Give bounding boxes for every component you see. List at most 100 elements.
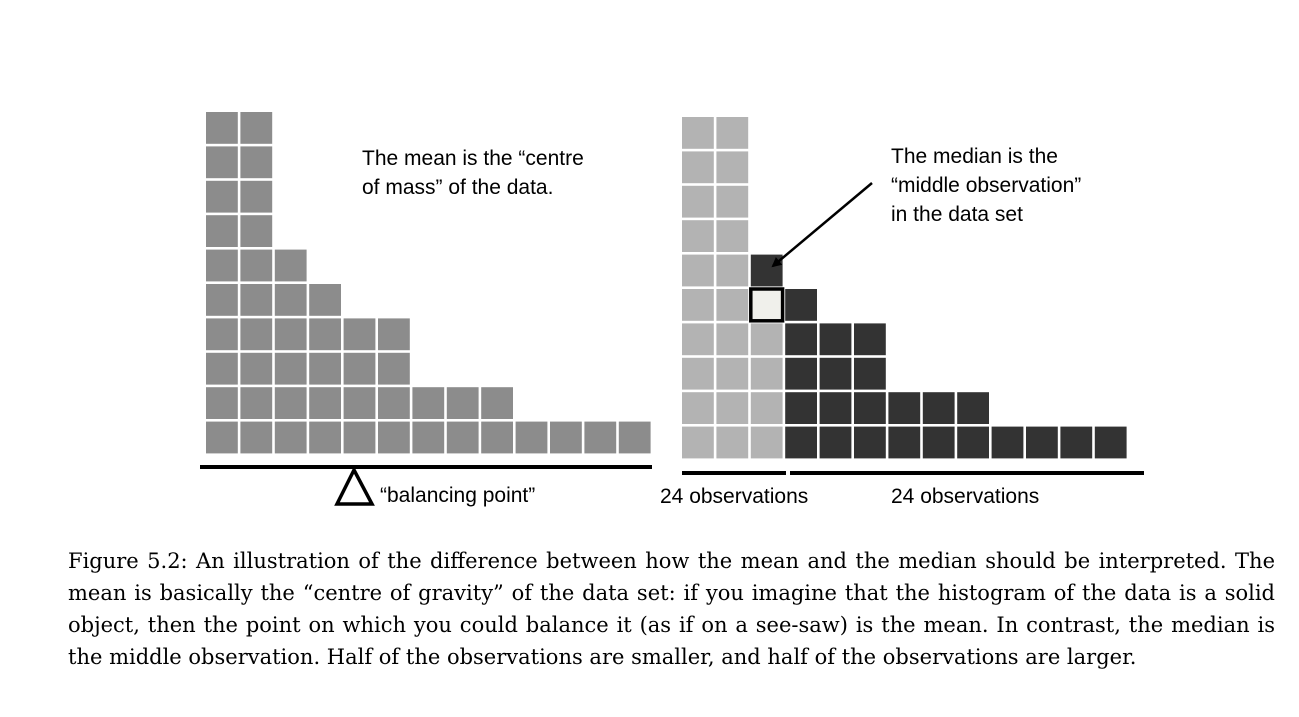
upper-half-block <box>819 323 852 356</box>
histogram-block <box>240 112 273 144</box>
histogram-block <box>343 352 376 385</box>
histogram-block <box>240 318 273 351</box>
histogram-block <box>274 387 307 419</box>
histogram-block <box>240 215 273 247</box>
mean-annotation: The mean is the “centre of mass” of the … <box>362 147 590 199</box>
upper-half-block <box>819 426 852 459</box>
histogram-block <box>206 352 238 385</box>
histogram-block <box>584 421 617 454</box>
histogram-block <box>274 352 307 385</box>
lower-half-block <box>716 151 749 184</box>
histogram-block <box>378 352 410 385</box>
lower-half-block <box>682 254 714 287</box>
lower-half-block <box>716 220 749 252</box>
histogram-block <box>378 387 410 419</box>
lower-half-block <box>716 357 749 390</box>
lower-half-block <box>682 289 714 321</box>
mean-panel: “balancing point” The mean is the “centr… <box>200 112 652 507</box>
lower-half-block <box>750 323 783 356</box>
lower-half-block <box>750 426 783 459</box>
lower-half-block <box>750 392 783 424</box>
median-block <box>749 287 785 323</box>
histogram-block <box>206 215 238 247</box>
upper-half-block <box>854 357 886 390</box>
histogram-block <box>206 249 238 282</box>
upper-half-block <box>785 357 817 390</box>
upper-half-block <box>888 426 921 459</box>
histogram-block <box>343 421 376 454</box>
histogram-block <box>206 318 238 351</box>
histogram-block <box>412 421 445 454</box>
figure-caption: Figure 5.2: An illustration of the diffe… <box>68 549 1275 669</box>
histogram-block <box>378 318 410 351</box>
mean-annotation-line: of mass” of the data. <box>362 176 553 199</box>
histogram-block <box>274 421 307 454</box>
histogram-block <box>378 421 410 454</box>
histogram-block <box>618 421 651 454</box>
median-annotation: The median is the “middle observation” i… <box>891 145 1087 226</box>
upper-half-block <box>991 426 1024 459</box>
upper-half-block <box>922 392 955 424</box>
lower-half-block <box>716 392 749 424</box>
histogram-block <box>343 318 376 351</box>
median-panel: 24 observations 24 observations The medi… <box>660 117 1144 508</box>
histogram-block <box>240 249 273 282</box>
histogram-block <box>274 318 307 351</box>
upper-half-block <box>922 426 955 459</box>
upper-half-block <box>785 426 817 459</box>
lower-half-block <box>682 185 714 218</box>
upper-half-block <box>957 426 989 459</box>
fulcrum-label: “balancing point” <box>380 484 535 507</box>
lower-half-block <box>716 323 749 356</box>
histogram-block <box>274 284 307 316</box>
upper-half-block <box>888 392 921 424</box>
mean-annotation-line: The mean is the “centre <box>362 147 584 170</box>
histogram-block <box>309 421 341 454</box>
histogram-block <box>206 180 238 213</box>
median-annotation-line: “middle observation” <box>891 174 1081 197</box>
mean-median-figure: “balancing point” The mean is the “centr… <box>200 112 1144 508</box>
histogram-block <box>343 387 376 419</box>
upper-half-block <box>785 323 817 356</box>
histogram-block <box>550 421 582 454</box>
lower-half-block <box>716 289 749 321</box>
lower-half-block <box>682 323 714 356</box>
lower-half-block <box>750 357 783 390</box>
lower-half-block <box>682 220 714 252</box>
mean-histogram <box>206 112 651 454</box>
lower-half-block <box>682 392 714 424</box>
fulcrum-triangle <box>334 466 375 506</box>
upper-half-block <box>957 392 989 424</box>
lower-half-block <box>682 426 714 459</box>
histogram-block <box>206 284 238 316</box>
upper-half-block <box>750 254 783 287</box>
upper-half-block <box>854 323 886 356</box>
lower-half-block <box>716 426 749 459</box>
lower-half-block <box>716 185 749 218</box>
upper-half-block <box>854 392 886 424</box>
histogram-block <box>206 112 238 144</box>
lower-half-label: 24 observations <box>660 485 808 508</box>
histogram-block <box>309 284 341 316</box>
histogram-block <box>240 146 273 179</box>
upper-half-block <box>1060 426 1093 459</box>
histogram-block <box>240 180 273 213</box>
upper-half-block <box>785 392 817 424</box>
histogram-block <box>240 387 273 419</box>
median-pointer-arrow <box>771 182 873 268</box>
histogram-block <box>515 421 548 454</box>
upper-half-block <box>785 289 817 321</box>
histogram-block <box>309 318 341 351</box>
median-histogram <box>682 117 1127 459</box>
histogram-block <box>274 249 307 282</box>
median-annotation-line: The median is the <box>891 145 1058 168</box>
histogram-block <box>446 421 479 454</box>
histogram-block <box>309 387 341 419</box>
lower-half-block <box>716 254 749 287</box>
histogram-block <box>309 352 341 385</box>
histogram-block <box>481 421 513 454</box>
lower-half-block <box>716 117 749 149</box>
upper-half-block <box>819 392 852 424</box>
lower-half-block <box>682 357 714 390</box>
upper-half-block <box>1094 426 1127 459</box>
